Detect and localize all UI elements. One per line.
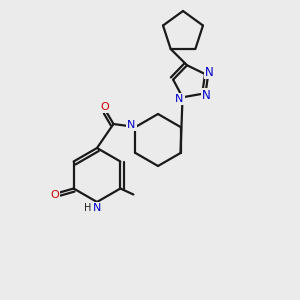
Text: N: N: [127, 120, 136, 130]
Text: N: N: [93, 203, 101, 213]
Text: N: N: [176, 94, 184, 104]
Text: N: N: [205, 65, 213, 79]
Text: O: O: [50, 190, 59, 200]
Text: N: N: [202, 89, 211, 102]
Text: O: O: [100, 102, 109, 112]
Text: H: H: [84, 203, 92, 213]
